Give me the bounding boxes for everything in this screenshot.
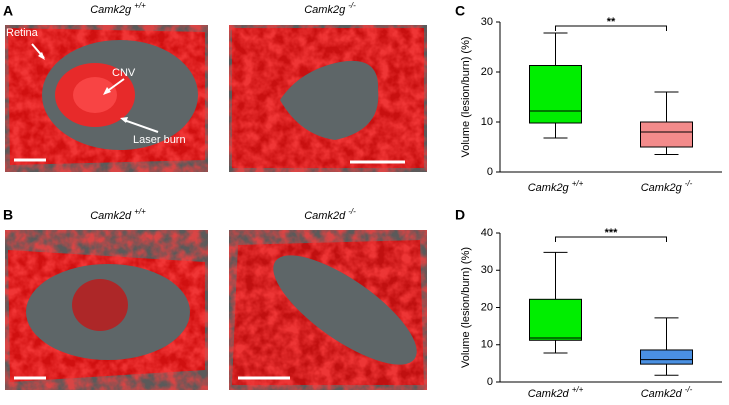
gene-name: Camk2d [304, 210, 346, 222]
y-tick-label: 20 [481, 301, 493, 313]
y-tick-label: 30 [481, 264, 493, 276]
panel-label: A [3, 3, 13, 19]
box [529, 298, 582, 341]
genotype: +/+ [572, 385, 584, 394]
genotype: -/- [348, 207, 356, 216]
genotype: -/- [685, 385, 693, 394]
annotation: Retina [6, 27, 39, 39]
micrograph [229, 230, 427, 390]
significance: ** [607, 16, 616, 28]
annotation: Laser burn [133, 134, 186, 146]
x-tick-label: Camk2d -/- [641, 385, 693, 400]
x-tick-label: Camk2d +/+ [528, 385, 584, 400]
genotype: +/+ [134, 1, 146, 10]
annotation: CNV [112, 67, 136, 79]
image-title: Camk2g -/- [304, 1, 356, 16]
category: Camk2d [528, 388, 570, 400]
y-tick-label: 30 [481, 16, 493, 28]
gene-name: Camk2g [304, 4, 346, 16]
micrograph [229, 25, 427, 172]
category: Camk2d [641, 388, 683, 400]
micrograph [5, 25, 208, 172]
significance-bracket [555, 236, 667, 242]
gene-name: Camk2d [90, 210, 132, 222]
significance: *** [605, 227, 619, 239]
y-tick-label: 40 [481, 227, 493, 239]
y-tick-label: 10 [481, 339, 493, 351]
y-tick-label: 0 [487, 166, 493, 178]
box [640, 121, 693, 148]
panel-label: B [3, 207, 13, 223]
panel-label: C [455, 3, 465, 19]
x-tick-label: Camk2g +/+ [528, 179, 584, 194]
x-tick-label: Camk2g -/- [641, 179, 693, 194]
y-axis-label: Volume (lesion/burn) (%) [460, 36, 472, 157]
category: Camk2g [528, 182, 570, 194]
box [529, 65, 582, 124]
box [640, 349, 693, 365]
y-tick-label: 0 [487, 376, 493, 388]
y-tick-label: 10 [481, 116, 493, 128]
category: Camk2g [641, 182, 683, 194]
y-tick-label: 20 [481, 66, 493, 78]
micrograph [5, 230, 208, 390]
genotype: +/+ [572, 179, 584, 188]
significance-bracket [555, 25, 667, 31]
image-title: Camk2g +/+ [90, 1, 146, 16]
gene-name: Camk2g [90, 4, 132, 16]
genotype: -/- [685, 179, 693, 188]
genotype: +/+ [134, 207, 146, 216]
image-title: Camk2d +/+ [90, 207, 146, 222]
image-title: Camk2d -/- [304, 207, 356, 222]
y-axis-label: Volume (lesion/burn) (%) [460, 247, 472, 368]
genotype: -/- [348, 1, 356, 10]
panel-label: D [455, 207, 465, 223]
